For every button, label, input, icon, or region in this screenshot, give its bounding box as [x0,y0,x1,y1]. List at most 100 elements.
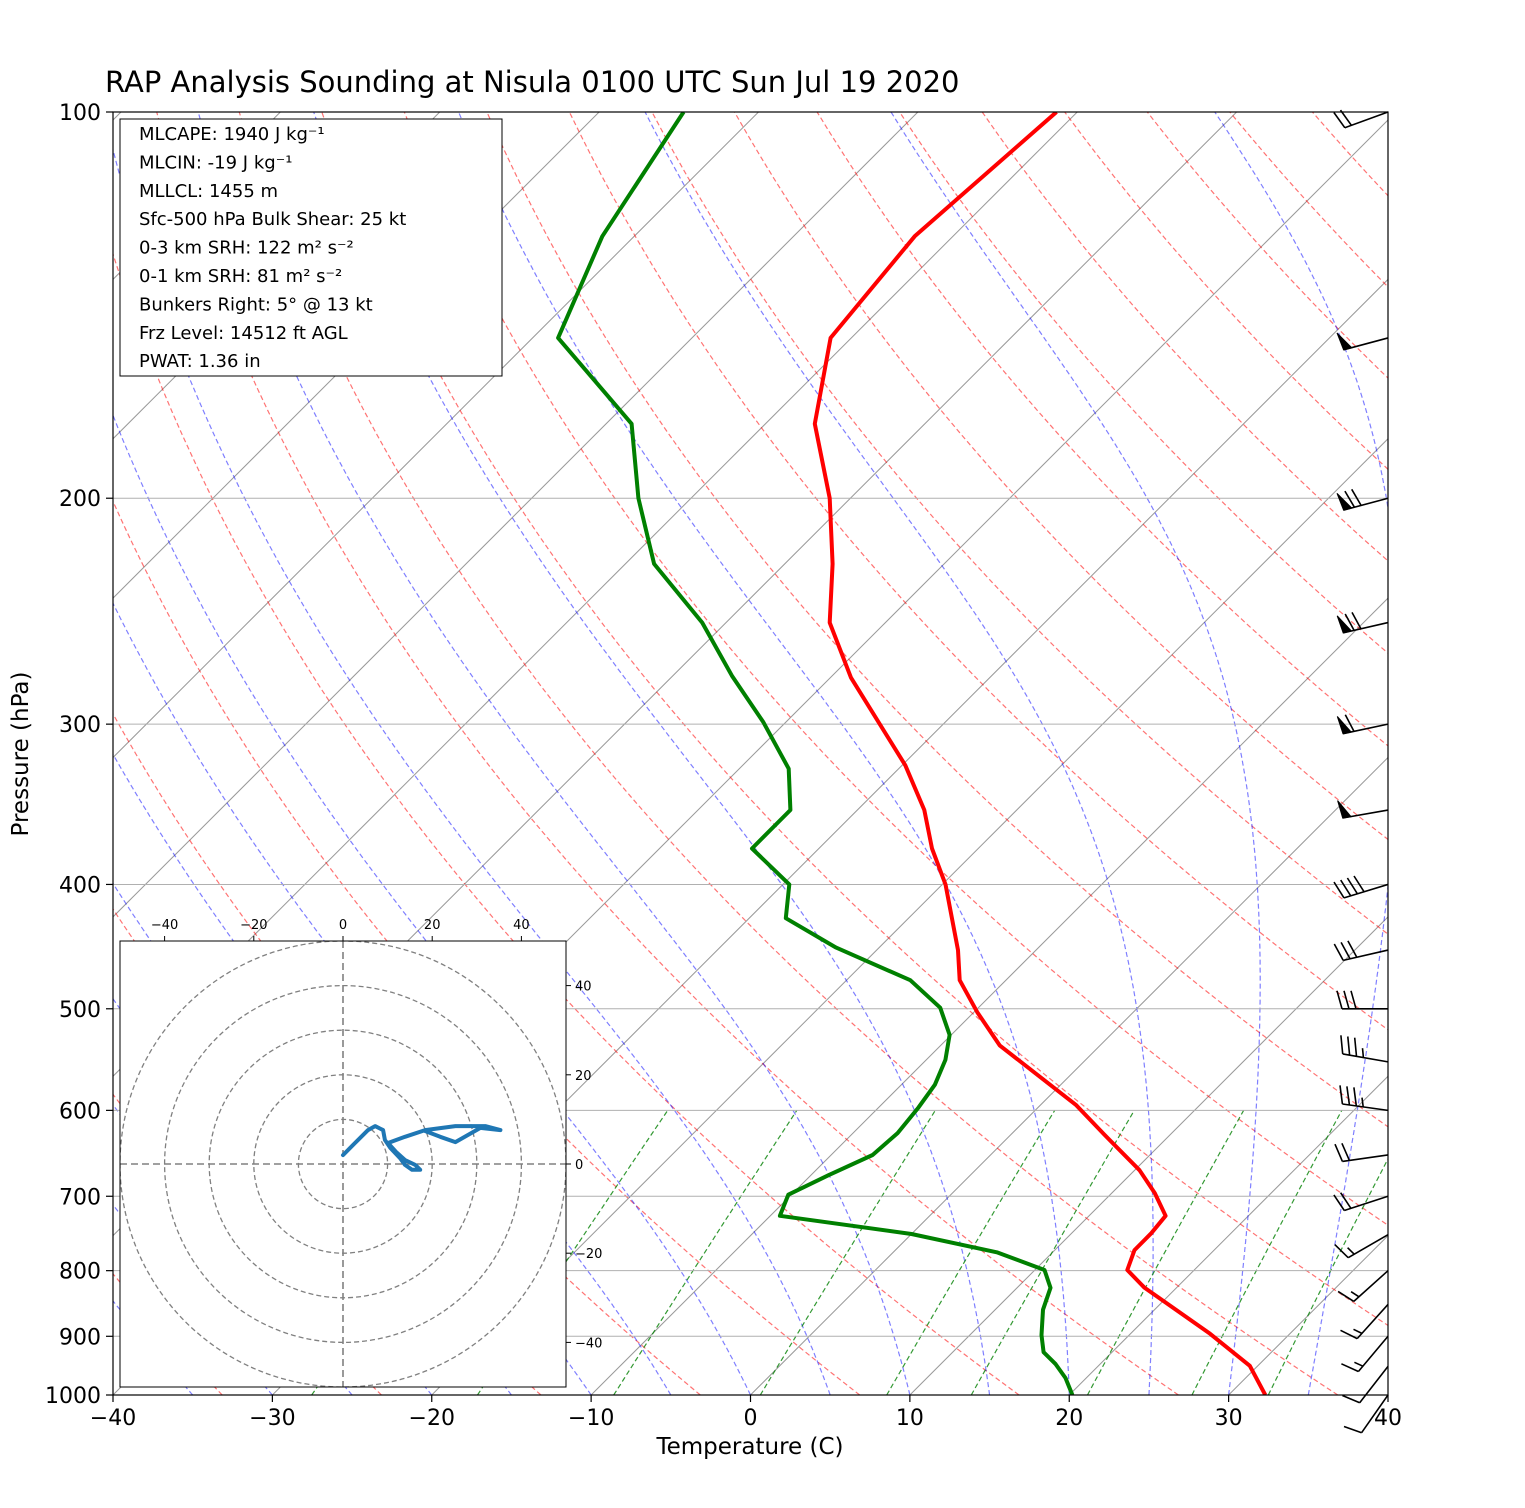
hodograph-y-tick-label: 0 [575,1158,583,1173]
barb-staff [1337,1270,1389,1303]
isotherm [113,112,1078,1077]
x-tick-label: 40 [1374,1406,1402,1431]
annotation-box [119,118,503,377]
wind-barb [1333,109,1389,129]
x-tick-label: 0 [744,1406,758,1431]
barb-staff [1341,1335,1389,1373]
barb-flag [1336,615,1353,634]
wind-barb [1333,875,1389,899]
wind-barb [1336,612,1389,634]
y-tick-label: 500 [59,998,101,1023]
x-tick-label: −40 [90,1406,136,1431]
y-axis-label: Pressure (hPa) [8,672,34,837]
hodograph-x-tick-label: 20 [424,918,441,933]
barb-flag [1336,716,1353,735]
x-tick-label: 10 [896,1406,924,1431]
isotherm [909,916,1388,1395]
annotation: PWAT: 1.36 in [139,351,261,372]
y-tick-label: 300 [59,713,101,738]
dry-adiabat [651,112,1388,935]
x-tick-label: −20 [409,1406,455,1431]
y-tick-label: 100 [59,101,101,126]
dry-adiabat [486,112,1388,1128]
dry-adiabat [113,499,861,1395]
x-tick-label: −10 [568,1406,614,1431]
isotherm [113,112,759,759]
x-tick-label: −30 [249,1406,295,1431]
hodograph-y-tick-label: −40 [575,1336,602,1351]
wind-barb [1340,1303,1389,1340]
mixing-ratio-line [886,1110,1056,1395]
barb-staff [1342,1365,1389,1404]
hodograph-y-tick-label: 20 [575,1069,592,1084]
isotherm [590,597,1388,1395]
annotation: Frz Level: 14512 ft AGL [139,323,348,344]
moist-adiabat [890,112,1261,1395]
y-tick-label: 600 [59,1099,101,1124]
plot-frame [112,111,1389,1396]
isotherm [750,756,1388,1395]
barb-staff [1333,875,1389,899]
isotherm [1068,1075,1388,1395]
hodograph-x-tick-label: 40 [513,918,530,933]
dry-adiabat [1064,112,1388,471]
hodograph-plot [120,941,566,1387]
wind-barb [1337,800,1389,819]
annotation: MLCAPE: 1940 J kg⁻¹ [139,124,325,145]
wind-barb [1337,1270,1389,1303]
annotation: MLLCL: 1455 m [139,181,278,202]
wind-barbs [1333,109,1389,1434]
temperature-line [812,112,1268,1395]
barb-flag [1336,492,1353,511]
moist-adiabat [1214,112,1388,1395]
annotation: 0-3 km SRH: 122 m² s⁻² [139,238,354,259]
isotherm [113,112,919,918]
chart-title: RAP Analysis Sounding at Nisula 0100 UTC… [105,65,960,99]
dry-adiabat [113,252,1020,1395]
barb-staff [1334,1142,1389,1163]
y-tick-label: 1000 [45,1384,101,1409]
wind-barb [1336,488,1389,511]
wind-barb [1340,1035,1389,1063]
y-tick-label: 200 [59,487,101,512]
x-tick-label: 30 [1215,1406,1243,1431]
annotation: 0-1 km SRH: 81 m² s⁻² [139,266,342,287]
annotation: Bunkers Right: 5° @ 13 kt [139,294,373,315]
barb-flag [1336,332,1353,351]
x-tick-label: 20 [1055,1406,1083,1431]
barb-staff [1333,940,1389,962]
wind-barb [1334,1234,1389,1259]
dry-adiabat [981,112,1388,562]
y-tick-label: 700 [59,1185,101,1210]
barb-staff [1340,1303,1389,1340]
barb-staff [1334,1234,1389,1259]
dry-adiabat [403,112,1388,1226]
moist-adiabat [644,112,1154,1395]
y-tick-label: 400 [59,873,101,898]
dewpoint-line [556,112,1075,1395]
y-tick-label: 900 [59,1325,101,1350]
annotation: Sfc-500 hPa Bulk Shear: 25 kt [139,209,406,230]
wind-barb [1333,940,1389,962]
hodograph-line [341,1124,503,1172]
dry-adiabat [568,112,1388,1031]
wind-barb [1336,990,1389,1010]
wind-barb [1342,1365,1389,1404]
profiles [556,112,1268,1395]
wind-barb [1333,1192,1389,1212]
barb-staff [1340,1035,1389,1063]
hodograph-y-tick-label: 40 [575,980,592,995]
dry-adiabat [238,112,1339,1395]
wind-barb [1336,714,1389,735]
barb-staff [1333,1192,1389,1212]
moist-adiabat [313,112,991,1395]
y-tick-label: 800 [59,1260,101,1285]
annotation: MLCIN: -19 J kg⁻¹ [139,152,292,173]
hodograph-x-tick-label: 0 [339,918,347,933]
wind-barb [1334,1142,1389,1163]
wind-barb [1339,1085,1389,1112]
hodograph-x-tick-label: −40 [151,918,178,933]
barb-staff [1336,990,1389,1010]
